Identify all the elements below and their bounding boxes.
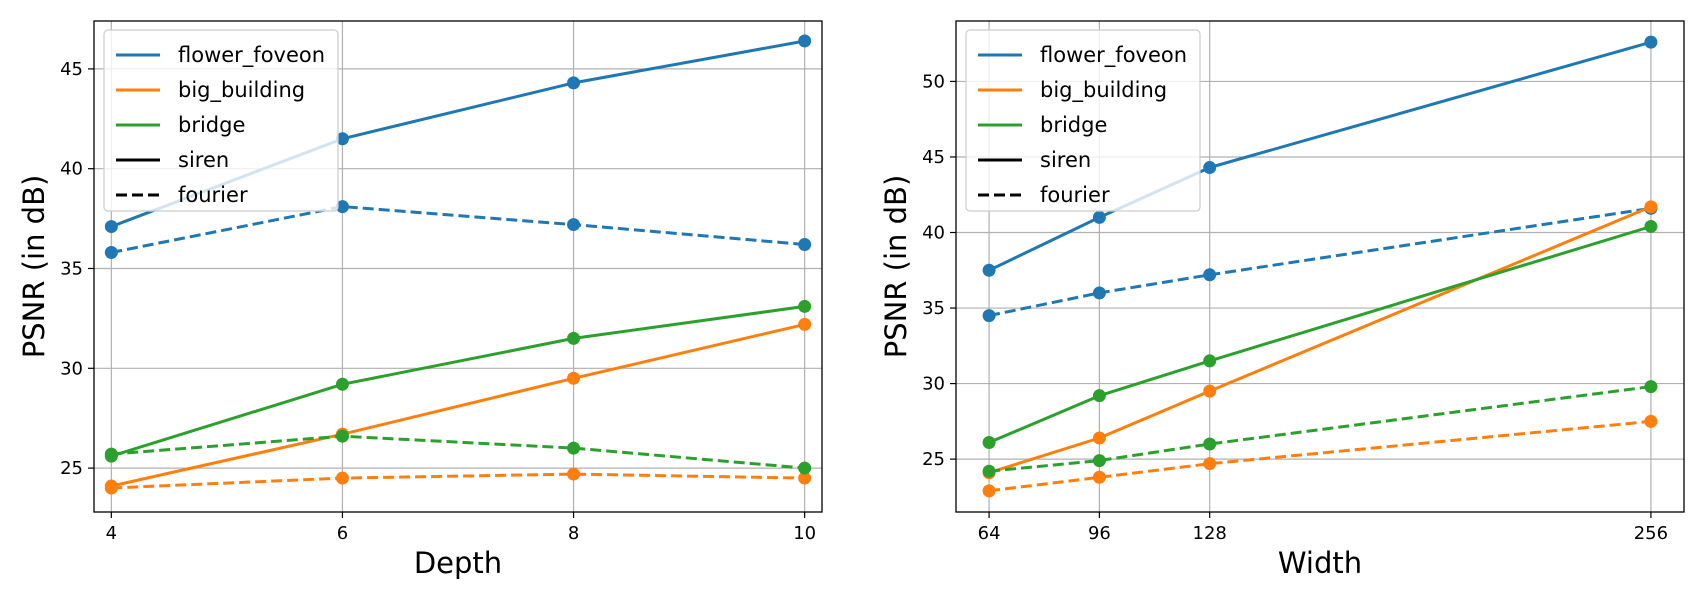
data-point-flower_foveon-siren — [1203, 161, 1217, 175]
data-point-bridge-siren — [1092, 389, 1106, 403]
data-point-big_building-fourier — [982, 484, 996, 498]
series-line-flower_foveon-fourier — [988, 206, 1652, 318]
plot-frame — [955, 20, 1685, 513]
data-point-flower_foveon-siren — [982, 263, 996, 277]
y-tick-label: 40 — [922, 223, 945, 244]
y-axis-label: PSNR (in dB) — [17, 175, 51, 359]
series-line-big_building-fourier — [111, 472, 805, 490]
data-point-flower_foveon-siren — [1092, 210, 1106, 224]
data-point-big_building-siren — [1092, 431, 1106, 445]
x-axis-label: Width — [1278, 546, 1362, 580]
data-point-flower_foveon-siren — [1644, 35, 1658, 49]
x-tick-label: 6 — [337, 523, 348, 544]
y-tick-label: 40 — [60, 159, 83, 180]
data-point-big_building-siren — [567, 371, 581, 385]
legend-label-flower_foveon: flower_foveon — [1040, 43, 1187, 68]
data-point-big_building-fourier — [335, 471, 349, 485]
x-tick-label: 64 — [978, 523, 1001, 544]
y-tick-label: 35 — [922, 298, 945, 319]
x-axis-label: Depth — [414, 546, 502, 580]
data-point-bridge-siren — [335, 377, 349, 391]
data-point-flower_foveon-siren — [798, 34, 812, 48]
data-point-big_building-fourier — [567, 467, 581, 481]
data-point-bridge-fourier — [335, 429, 349, 443]
legend-label-siren: siren — [178, 148, 229, 172]
data-point-big_building-siren — [1203, 384, 1217, 398]
data-point-big_building-fourier — [1092, 470, 1106, 484]
series-line-big_building-siren — [988, 205, 1652, 475]
legend-label-flower_foveon: flower_foveon — [178, 43, 325, 68]
data-point-flower_foveon-fourier — [104, 246, 118, 260]
y-tick-label: 25 — [922, 449, 945, 470]
x-tick-label: 10 — [793, 523, 816, 544]
y-tick-label: 45 — [922, 147, 945, 168]
data-point-big_building-fourier — [1644, 414, 1658, 428]
series-line-bridge-siren — [110, 304, 805, 458]
data-point-bridge-siren — [567, 331, 581, 345]
data-point-big_building-siren — [1644, 200, 1658, 214]
y-axis-label: PSNR (in dB) — [879, 175, 913, 359]
data-point-flower_foveon-fourier — [567, 218, 581, 232]
data-point-flower_foveon-fourier — [798, 238, 812, 252]
data-point-bridge-fourier — [1203, 437, 1217, 451]
data-point-big_building-fourier — [798, 471, 812, 485]
legend-label-fourier: fourier — [1040, 183, 1110, 207]
legend-label-fourier: fourier — [178, 183, 248, 207]
data-point-bridge-siren — [1644, 219, 1658, 233]
data-point-flower_foveon-siren — [104, 220, 118, 234]
series-line-bridge-fourier — [111, 434, 805, 470]
data-point-big_building-fourier — [104, 481, 118, 495]
data-point-flower_foveon-fourier — [335, 200, 349, 214]
series-line-big_building-fourier — [988, 419, 1652, 493]
y-tick-label: 45 — [60, 59, 83, 80]
y-tick-label: 50 — [922, 71, 945, 92]
x-tick-label: 4 — [106, 523, 117, 544]
legend-label-siren: siren — [1040, 148, 1091, 172]
y-tick-label: 35 — [60, 258, 83, 279]
data-point-flower_foveon-fourier — [1092, 286, 1106, 300]
data-point-bridge-siren — [798, 299, 812, 313]
x-tick-label: 96 — [1088, 523, 1111, 544]
series-line-flower_foveon-fourier — [111, 205, 805, 254]
series-line-bridge-siren — [988, 225, 1652, 444]
legend-box — [103, 29, 339, 212]
data-point-bridge-siren — [982, 436, 996, 450]
data-point-big_building-siren — [798, 317, 812, 331]
data-point-bridge-fourier — [1092, 454, 1106, 468]
legend-label-big_building: big_building — [1040, 78, 1167, 103]
data-point-flower_foveon-fourier — [982, 309, 996, 323]
legend-label-bridge: bridge — [178, 113, 245, 137]
y-tick-label: 30 — [60, 358, 83, 379]
plot-frame — [93, 20, 823, 513]
legend-label-bridge: bridge — [1040, 113, 1107, 137]
x-tick-label: 128 — [1193, 523, 1227, 544]
chart-panel-1: 4 6 8 10 25 30 35 40 45 Depth PSNR (in dB) flower_f… — [17, 20, 823, 580]
y-tick-label: 25 — [60, 458, 83, 479]
legend-box — [965, 29, 1201, 212]
chart-panel-2: 64 96 128 256 25 30 35 40 45 50 Width PSNR (in dB) f… — [879, 20, 1685, 580]
y-tick-label: 30 — [922, 374, 945, 395]
data-point-flower_foveon-siren — [335, 132, 349, 146]
data-point-bridge-fourier — [982, 464, 996, 478]
data-point-flower_foveon-siren — [567, 76, 581, 90]
data-point-bridge-fourier — [1644, 380, 1658, 394]
data-point-bridge-fourier — [798, 461, 812, 475]
data-point-bridge-fourier — [567, 441, 581, 455]
data-point-bridge-siren — [1203, 354, 1217, 368]
data-point-flower_foveon-fourier — [1203, 268, 1217, 282]
legend-label-big_building: big_building — [178, 78, 305, 103]
x-tick-label: 8 — [568, 523, 579, 544]
x-tick-label: 256 — [1634, 523, 1668, 544]
data-point-big_building-fourier — [1203, 457, 1217, 471]
data-point-bridge-fourier — [104, 447, 118, 461]
series-line-big_building-siren — [110, 322, 806, 488]
series-line-bridge-fourier — [988, 385, 1652, 473]
